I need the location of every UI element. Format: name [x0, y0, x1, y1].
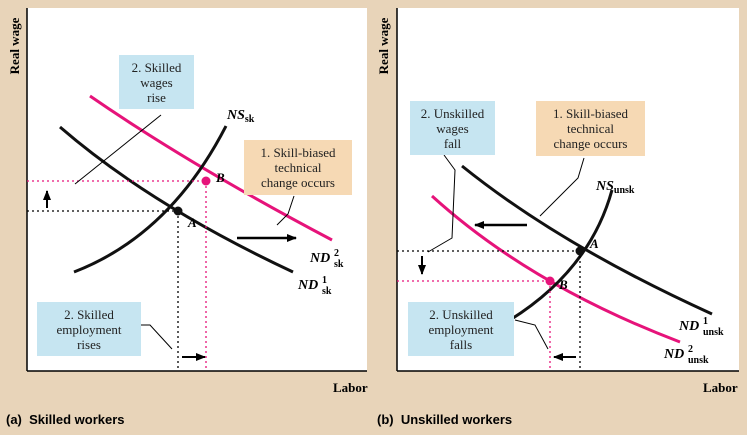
panel-b-demand-old-label: ND 1 unsk	[678, 316, 724, 338]
svg-text:ND: ND	[663, 347, 684, 362]
svg-text:unsk: unsk	[703, 327, 724, 338]
panel-b-supply-curve	[509, 189, 614, 322]
panel-a-employment-note: 2. Skilled employment rises	[37, 302, 141, 356]
panel-b-demand-old-curve	[461, 164, 713, 316]
panel-a-x-axis-label: Labor	[333, 380, 368, 395]
panel-a-y-axis-label: Real wage	[7, 17, 22, 74]
panel-b-tech-note: 1. Skill-biased technical change occurs	[536, 101, 645, 156]
panel-a-demand-new-label: ND 2 sk	[309, 248, 344, 270]
panel-b-wages-note: 2. Unskilled wages fall	[410, 101, 495, 155]
panel-a-point-a-label: A	[187, 215, 197, 230]
svg-text:ND: ND	[309, 251, 330, 266]
panel-b-caption-letter: (b)	[377, 412, 394, 427]
svg-text:ND: ND	[297, 278, 318, 293]
panel-b-demand-new-label: ND 2 unsk	[663, 344, 709, 366]
panel-b-demand-new-curve	[430, 194, 681, 344]
panel-a-caption-letter: (a)	[6, 412, 22, 427]
panel-b: Real wage Labor A B NSunsk ND 1 unsk ND …	[376, 8, 739, 395]
panel-b-employment-note: 2. Unskilled employment falls	[408, 302, 514, 356]
panel-b-x-axis-label: Labor	[703, 380, 738, 395]
panel-b-caption: (b) Unskilled workers	[377, 412, 512, 427]
panel-b-point-b-marker	[545, 276, 555, 286]
panel-a-caption-text: Skilled workers	[29, 412, 125, 427]
panel-b-employment-pointer	[514, 319, 549, 350]
panel-b-y-axis-label: Real wage	[376, 17, 391, 74]
panel-b-point-a-label: A	[589, 236, 599, 251]
panel-a-demand-old-curve	[59, 125, 294, 274]
panel-a-demand-old-label: ND 1 sk	[297, 275, 332, 297]
panel-a-point-b-marker	[201, 176, 211, 186]
panel-a-point-b-label: B	[215, 170, 225, 185]
panel-a-supply-curve	[73, 125, 228, 274]
panel-a-tech-pointer	[276, 195, 295, 226]
svg-text:sk: sk	[322, 286, 332, 297]
svg-text:1: 1	[703, 316, 708, 327]
panel-a-caption: (a) Skilled workers	[6, 412, 125, 427]
panel-b-supply-label: NSunsk	[595, 179, 635, 196]
svg-text:1: 1	[322, 275, 327, 286]
panel-a-supply-label: NSsk	[226, 108, 255, 125]
panel-a-wages-pointer	[74, 114, 162, 185]
panel-a-employment-pointer	[140, 324, 173, 350]
svg-text:sk: sk	[334, 259, 344, 270]
svg-text:2: 2	[334, 248, 339, 259]
panel-a: Real wage Labor A B NSsk ND 2 sk ND 1 sk	[7, 8, 368, 395]
panel-b-caption-text: Unskilled workers	[400, 412, 513, 427]
panel-a-wages-note: 2. Skilled wages rise	[119, 55, 194, 109]
panel-a-point-a-marker	[173, 206, 183, 216]
svg-text:ND: ND	[678, 319, 699, 334]
panel-b-point-b-label: B	[558, 277, 568, 292]
panel-a-tech-note: 1. Skill-biased technical change occurs	[244, 140, 352, 195]
panel-b-point-a-marker	[575, 246, 585, 256]
svg-text:unsk: unsk	[688, 355, 709, 366]
panel-b-wages-pointer	[427, 154, 456, 253]
svg-text:2: 2	[688, 344, 693, 355]
panel-b-tech-pointer	[539, 157, 585, 217]
